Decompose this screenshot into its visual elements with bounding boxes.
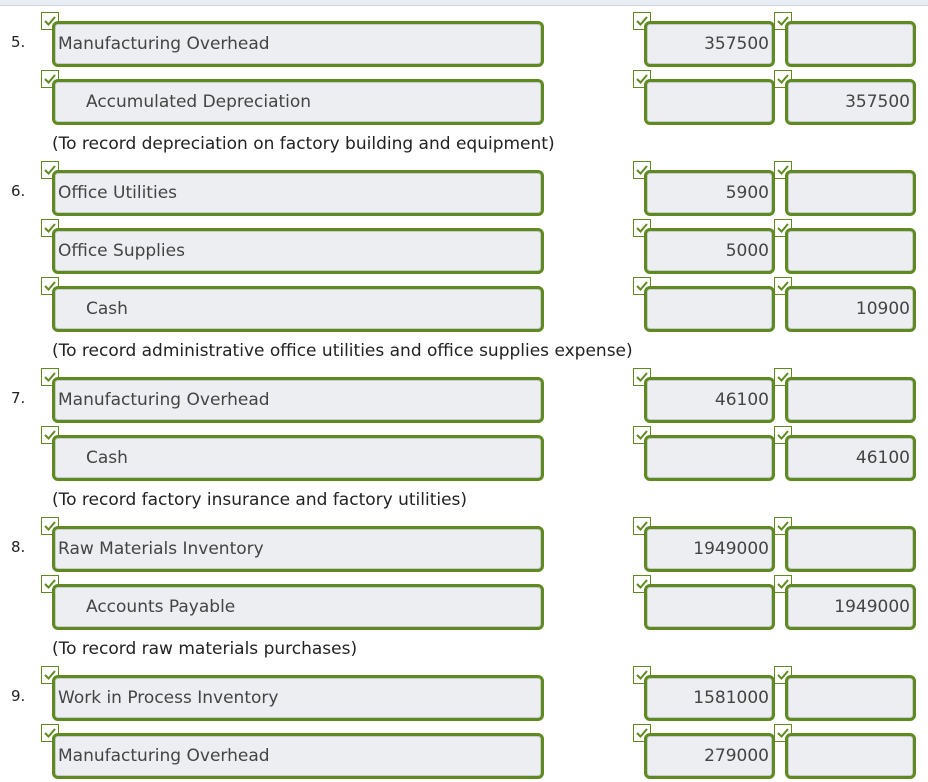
credit-field[interactable] bbox=[785, 377, 916, 423]
entry-explanation: (To record factory insurance and factory… bbox=[52, 490, 468, 510]
entry-number: 8. bbox=[11, 538, 26, 556]
debit-field[interactable] bbox=[644, 435, 775, 481]
entry-explanation: (To record administrative office utiliti… bbox=[52, 341, 633, 361]
account-field[interactable]: Raw Materials Inventory bbox=[52, 526, 544, 572]
credit-field[interactable]: 46100 bbox=[785, 435, 916, 481]
entry-number: 6. bbox=[11, 182, 26, 200]
credit-field[interactable] bbox=[785, 228, 916, 274]
account-field[interactable]: Manufacturing Overhead bbox=[52, 733, 544, 779]
account-field[interactable]: Cash bbox=[52, 286, 544, 332]
debit-field[interactable] bbox=[644, 286, 775, 332]
account-field[interactable]: Cash bbox=[52, 435, 544, 481]
account-field[interactable]: Manufacturing Overhead bbox=[52, 377, 544, 423]
debit-field[interactable] bbox=[644, 584, 775, 630]
debit-field[interactable]: 279000 bbox=[644, 733, 775, 779]
account-field[interactable]: Office Supplies bbox=[52, 228, 544, 274]
account-field[interactable]: Work in Process Inventory bbox=[52, 675, 544, 721]
account-field[interactable]: Office Utilities bbox=[52, 170, 544, 216]
credit-field[interactable]: 10900 bbox=[785, 286, 916, 332]
credit-field[interactable] bbox=[785, 21, 916, 67]
entry-explanation: (To record depreciation on factory build… bbox=[52, 134, 555, 154]
debit-field[interactable]: 1949000 bbox=[644, 526, 775, 572]
account-field[interactable]: Manufacturing Overhead bbox=[52, 21, 544, 67]
credit-field[interactable] bbox=[785, 675, 916, 721]
debit-field[interactable]: 5900 bbox=[644, 170, 775, 216]
account-field[interactable]: Accumulated Depreciation bbox=[52, 79, 544, 125]
credit-field[interactable] bbox=[785, 170, 916, 216]
credit-field[interactable] bbox=[785, 526, 916, 572]
entry-number: 9. bbox=[11, 687, 26, 705]
credit-field[interactable]: 357500 bbox=[785, 79, 916, 125]
entry-number: 7. bbox=[11, 389, 26, 407]
account-field[interactable]: Accounts Payable bbox=[52, 584, 544, 630]
credit-field[interactable] bbox=[785, 733, 916, 779]
entry-number: 5. bbox=[11, 33, 26, 51]
debit-field[interactable] bbox=[644, 79, 775, 125]
entry-explanation: (To record raw materials purchases) bbox=[52, 639, 358, 659]
debit-field[interactable]: 46100 bbox=[644, 377, 775, 423]
credit-field[interactable]: 1949000 bbox=[785, 584, 916, 630]
top-divider bbox=[0, 0, 928, 6]
debit-field[interactable]: 357500 bbox=[644, 21, 775, 67]
debit-field[interactable]: 5000 bbox=[644, 228, 775, 274]
debit-field[interactable]: 1581000 bbox=[644, 675, 775, 721]
